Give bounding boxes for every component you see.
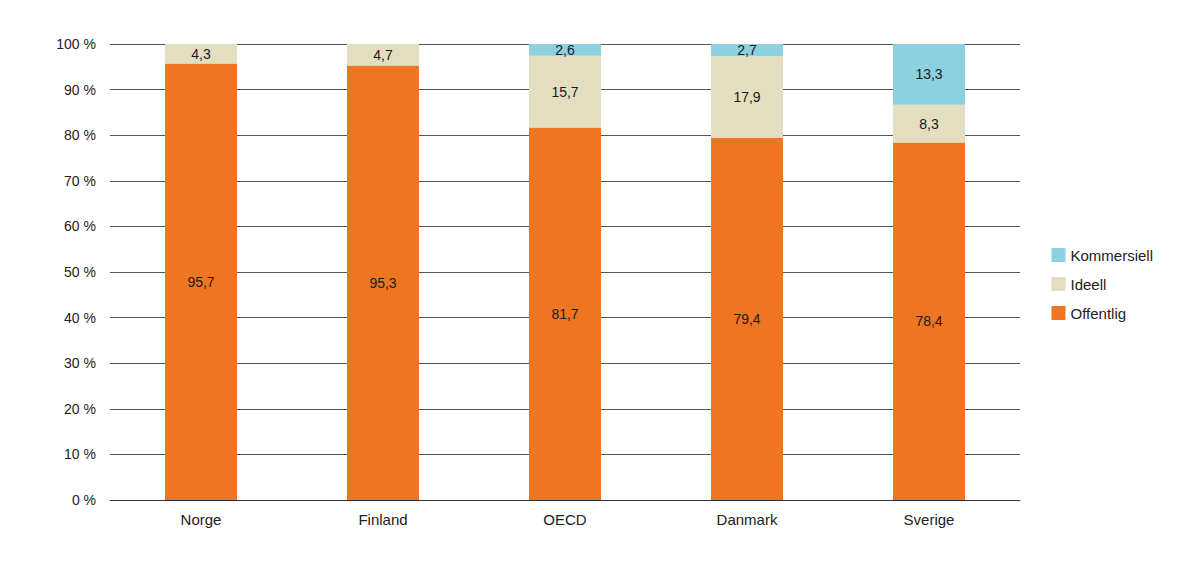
- svg-text:0 %: 0 %: [72, 492, 96, 508]
- svg-text:100 %: 100 %: [56, 36, 96, 52]
- svg-text:OECD: OECD: [543, 511, 587, 528]
- svg-text:2,6: 2,6: [555, 42, 575, 58]
- svg-text:Finland: Finland: [358, 511, 407, 528]
- svg-text:60 %: 60 %: [64, 218, 96, 234]
- svg-text:79,4: 79,4: [733, 311, 760, 327]
- svg-text:81,7: 81,7: [551, 306, 578, 322]
- svg-text:78,4: 78,4: [915, 313, 942, 329]
- svg-text:Sverige: Sverige: [904, 511, 955, 528]
- svg-text:30 %: 30 %: [64, 355, 96, 371]
- svg-text:95,7: 95,7: [187, 274, 214, 290]
- svg-text:Ideell: Ideell: [1070, 276, 1106, 293]
- svg-text:Offentlig: Offentlig: [1070, 305, 1126, 322]
- svg-text:95,3: 95,3: [369, 275, 396, 291]
- svg-text:2,7: 2,7: [737, 42, 757, 58]
- svg-text:4,7: 4,7: [373, 47, 393, 63]
- svg-text:4,3: 4,3: [191, 46, 211, 62]
- svg-text:20 %: 20 %: [64, 401, 96, 417]
- svg-text:10 %: 10 %: [64, 446, 96, 462]
- svg-text:15,7: 15,7: [551, 84, 578, 100]
- svg-text:50 %: 50 %: [64, 264, 96, 280]
- svg-text:40 %: 40 %: [64, 310, 96, 326]
- svg-text:17,9: 17,9: [733, 89, 760, 105]
- svg-text:Norge: Norge: [181, 511, 222, 528]
- svg-text:13,3: 13,3: [915, 66, 942, 82]
- svg-text:90 %: 90 %: [64, 82, 96, 98]
- svg-text:Kommersiell: Kommersiell: [1070, 247, 1153, 264]
- svg-text:80 %: 80 %: [64, 127, 96, 143]
- svg-text:70 %: 70 %: [64, 173, 96, 189]
- svg-text:8,3: 8,3: [919, 116, 939, 132]
- svg-text:Danmark: Danmark: [717, 511, 778, 528]
